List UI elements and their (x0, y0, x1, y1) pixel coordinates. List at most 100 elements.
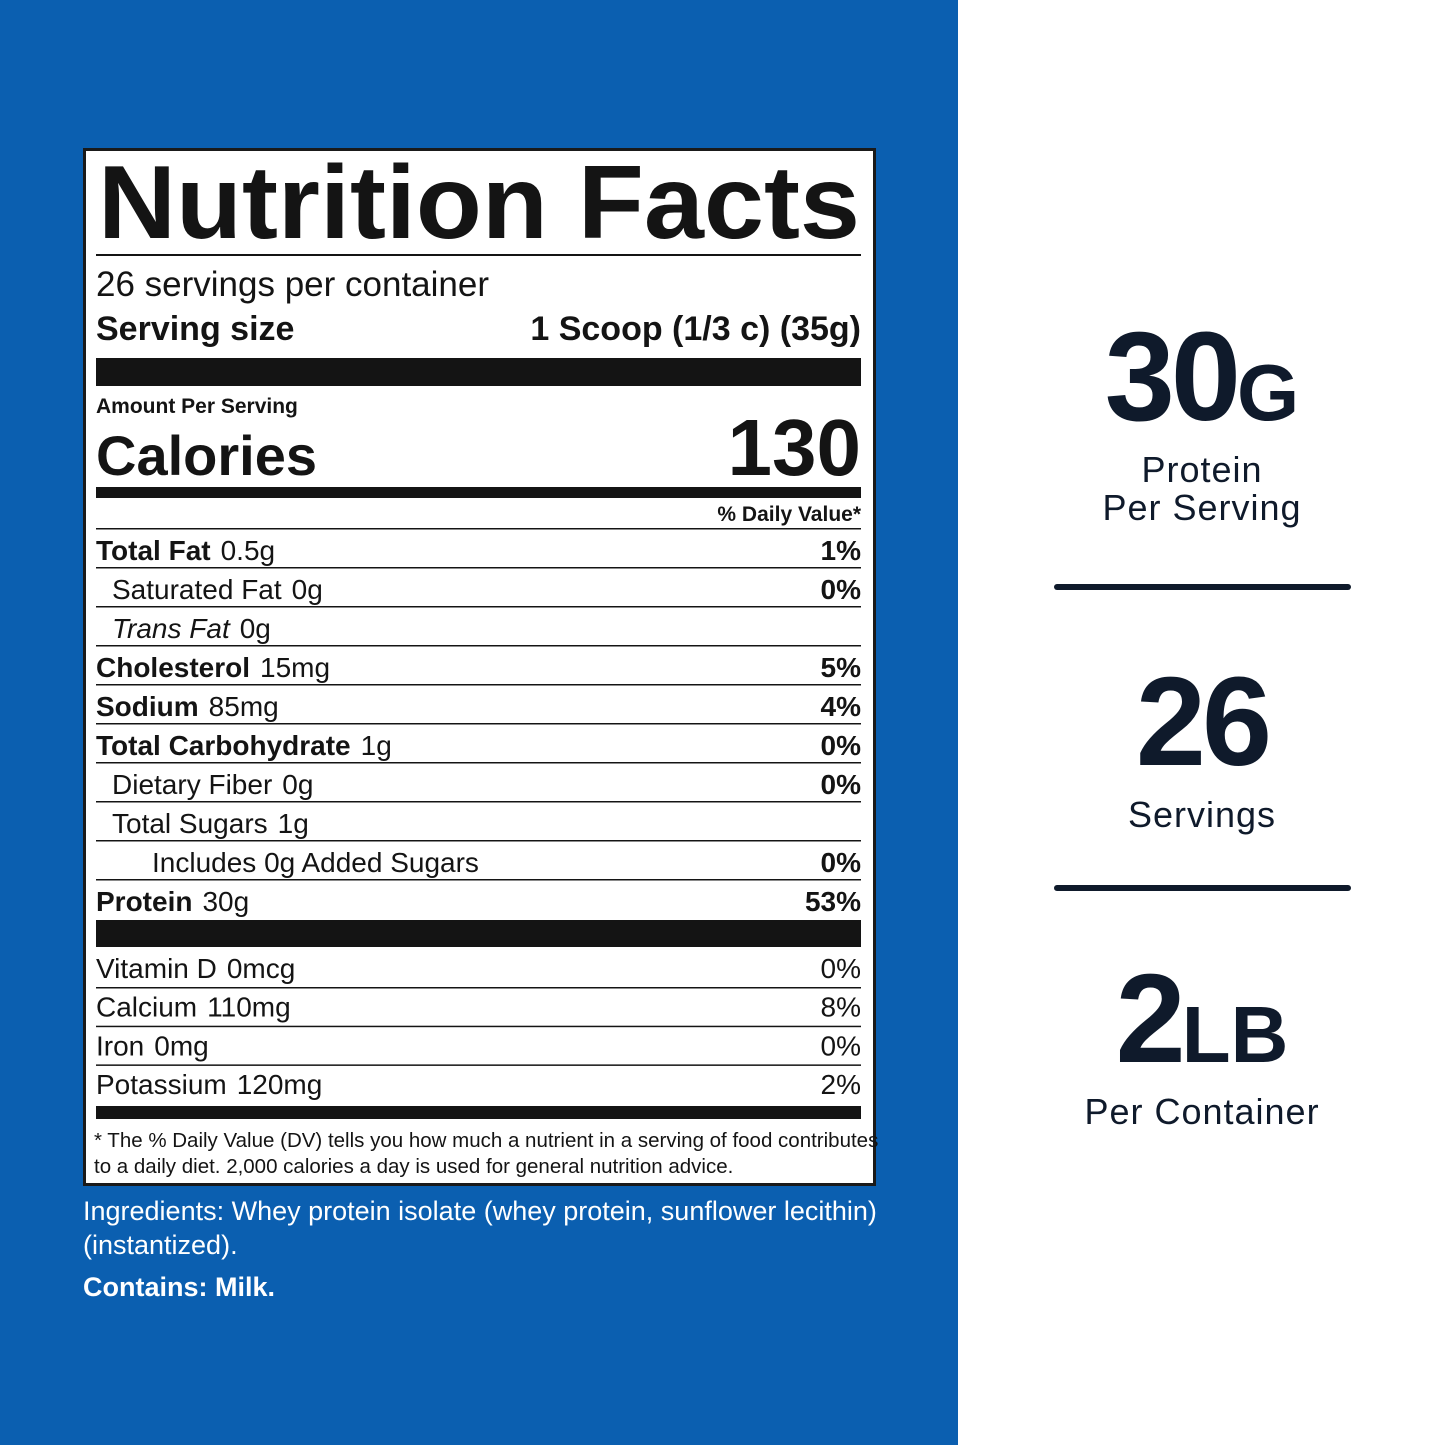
thin-rule (96, 254, 861, 256)
vitamin-name: Calcium (96, 992, 197, 1023)
row-rule (96, 1025, 861, 1028)
footnote-line: * The % Daily Value (DV) tells you how m… (94, 1129, 878, 1152)
row-rule (96, 567, 861, 569)
highlight-figure: 2LB (1116, 948, 1289, 1089)
highlight-unit: LB (1182, 990, 1289, 1079)
nutrient-dv: 1% (821, 535, 862, 566)
nutrient-amount: 0g (282, 769, 313, 800)
highlight-label: Servings (1128, 794, 1276, 835)
vitamin-row: Calcium 110mg (96, 992, 291, 1023)
row-rule (96, 879, 861, 881)
highlight-value: 30 (1105, 306, 1237, 447)
nutrient-name: Dietary Fiber (112, 769, 272, 800)
nutrient-name: Total Sugars (112, 808, 268, 839)
nutrient-name: Total Carbohydrate (96, 730, 351, 761)
nutrient-row: Trans Fat 0g (112, 613, 271, 644)
row-rule (96, 528, 861, 530)
nutrient-dv: 0% (821, 730, 862, 761)
nutrient-dv: 53% (805, 886, 861, 917)
nutrient-row: Cholesterol 15mg (96, 652, 330, 683)
allergen-statement: Contains: Milk. (83, 1272, 275, 1302)
nutrient-amount: 0g (240, 613, 271, 644)
calories-value: 130 (728, 403, 861, 492)
highlight-figure: 30G (1105, 306, 1299, 447)
vitamin-name: Iron (96, 1030, 144, 1061)
row-rule (96, 684, 861, 686)
nutrient-dv: 0% (821, 847, 862, 878)
row-rule (96, 1064, 861, 1066)
nutrient-name: Saturated Fat (112, 574, 282, 605)
nutrient-amount: 85mg (209, 691, 279, 722)
medium-rule (96, 1106, 861, 1119)
nutrient-row: Total Fat 0.5g (96, 535, 275, 566)
nutrient-name: Protein (96, 886, 192, 917)
vitamin-dv: 0% (821, 953, 861, 984)
thick-rule (96, 358, 861, 386)
nutrient-name: Cholesterol (96, 652, 250, 683)
nutrient-row: Total Sugars 1g (112, 808, 309, 839)
serving-size: 1 Scoop (1/3 c) (35g) (530, 310, 861, 348)
nutrient-amount: 15mg (260, 652, 330, 683)
nutrient-dv: 0% (821, 769, 862, 800)
highlight-figure: 26 (1136, 651, 1268, 792)
servings-per-container: 26 servings per container (96, 265, 489, 304)
divider (1054, 885, 1351, 891)
nutrient-amount: 0g (292, 574, 323, 605)
nutrient-name: Trans Fat (112, 613, 231, 644)
highlight-value: 26 (1136, 651, 1268, 792)
vitamin-amount: 120mg (237, 1069, 323, 1100)
highlight-label: Per Serving (1102, 487, 1301, 528)
row-rule (96, 801, 861, 803)
nutrient-amount: 1g (278, 808, 309, 839)
row-rule (96, 840, 861, 842)
nutrient-row: Sodium 85mg (96, 691, 279, 722)
footnote-line: to a daily diet. 2,000 calories a day is… (94, 1155, 733, 1178)
ingredients-line: Ingredients: Whey protein isolate (whey … (83, 1196, 877, 1226)
vitamin-dv: 8% (821, 992, 861, 1023)
vitamin-row: Iron 0mg (96, 1030, 209, 1061)
nutrient-row: Dietary Fiber 0g (112, 769, 313, 800)
calories-label: Calories (96, 424, 317, 487)
nutrient-row: Protein 30g (96, 886, 249, 917)
label-title: Nutrition Facts (98, 145, 860, 261)
vitamin-name: Vitamin D (96, 953, 217, 984)
vitamin-dv: 2% (821, 1069, 861, 1100)
nutrient-dv: 5% (821, 652, 862, 683)
nutrient-amount: 1g (361, 730, 392, 761)
nutrient-amount: 30g (202, 886, 249, 917)
nutrient-row: Includes 0g Added Sugars (152, 847, 479, 878)
row-rule (96, 645, 861, 647)
ingredients-line: (instantized). (83, 1230, 238, 1260)
divider (1054, 584, 1351, 590)
row-rule (96, 723, 861, 725)
nutrient-dv: 4% (821, 691, 862, 722)
amount-per-serving: Amount Per Serving (96, 395, 298, 418)
medium-rule (96, 487, 861, 498)
row-rule (96, 762, 861, 764)
vitamin-row: Vitamin D 0mcg (96, 953, 295, 984)
serving-size-label: Serving size (96, 310, 294, 348)
nutrient-row: Total Carbohydrate 1g (96, 730, 392, 761)
nutrient-name: Includes 0g Added Sugars (152, 847, 479, 878)
vitamin-dv: 0% (821, 1030, 861, 1061)
highlight-unit: G (1237, 348, 1299, 437)
nutrient-row: Saturated Fat 0g (112, 574, 323, 605)
row-rule (96, 606, 861, 608)
vitamin-amount: 0mcg (227, 953, 295, 984)
nutrient-name: Sodium (96, 691, 199, 722)
highlight-value: 2 (1116, 948, 1182, 1089)
vitamin-name: Potassium (96, 1069, 227, 1100)
daily-value-header: % Daily Value* (717, 503, 861, 526)
nutrient-amount: 0.5g (221, 535, 276, 566)
thick-rule (96, 920, 861, 947)
label-box (83, 148, 876, 1186)
vitamin-amount: 0mg (154, 1030, 208, 1061)
nutrient-name: Total Fat (96, 535, 211, 566)
vitamin-amount: 110mg (207, 992, 291, 1023)
vitamin-row: Potassium 120mg (96, 1069, 322, 1100)
highlight-label: Per Container (1084, 1091, 1319, 1132)
highlight-label: Protein (1141, 449, 1262, 490)
row-rule (96, 987, 861, 989)
